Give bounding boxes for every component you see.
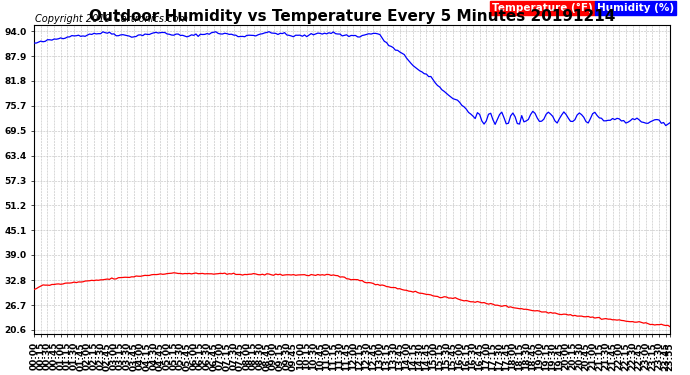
Title: Outdoor Humidity vs Temperature Every 5 Minutes 20191214: Outdoor Humidity vs Temperature Every 5 …: [89, 9, 615, 24]
Text: Humidity (%): Humidity (%): [597, 3, 674, 13]
Text: Temperature (°F): Temperature (°F): [492, 3, 593, 13]
Text: Copyright 2019 Cartronics.com: Copyright 2019 Cartronics.com: [34, 15, 188, 24]
